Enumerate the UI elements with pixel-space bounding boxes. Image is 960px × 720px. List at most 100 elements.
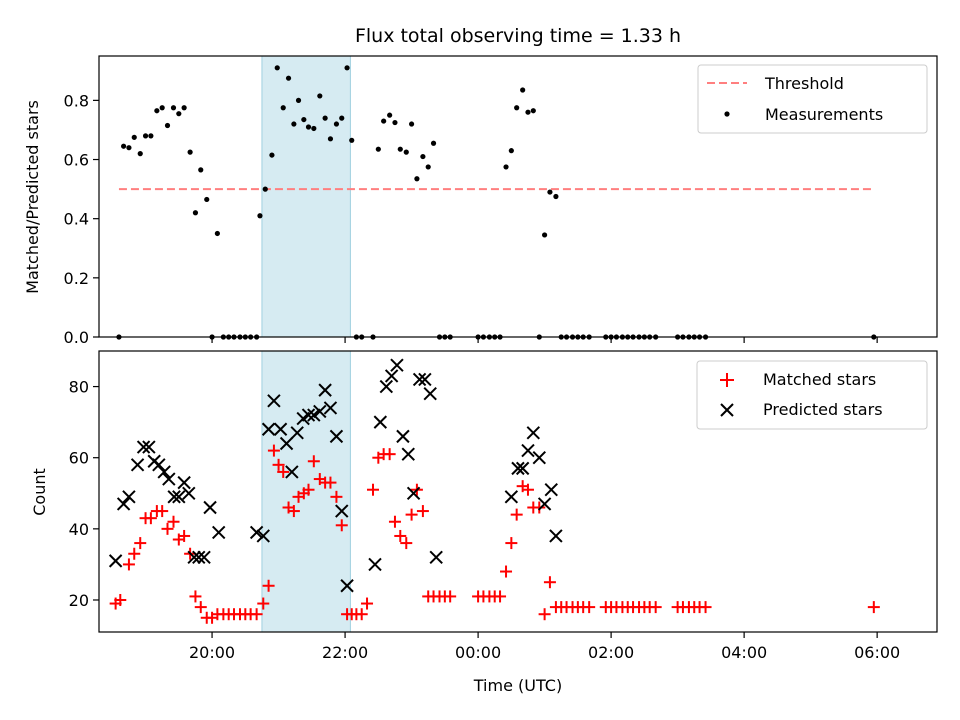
- predicted-star-point: [142, 440, 156, 454]
- legend-measurements-swatch: [724, 111, 730, 117]
- legend-matched-label: Matched stars: [763, 370, 876, 389]
- matched-star-point: [543, 576, 556, 589]
- predicted-star-point: [212, 525, 226, 540]
- matched-star-point: [444, 590, 457, 603]
- matched-star-point: [699, 601, 712, 614]
- predicted-star-point: [203, 500, 217, 515]
- top-x-ticks: [211, 337, 878, 343]
- top-panel: 0.00.20.40.60.8 Matched/Predicted stars …: [23, 55, 938, 347]
- predicted-star-point: [162, 472, 176, 486]
- predicted-star-point: [532, 451, 546, 465]
- matched-star-point: [277, 465, 290, 478]
- predicted-star-point: [396, 429, 410, 444]
- y-tick-label: 60: [69, 449, 89, 468]
- measurement-point: [344, 65, 350, 71]
- predicted-star-point: [285, 465, 299, 479]
- matched-star-point: [400, 537, 413, 550]
- matched-star-point: [494, 590, 507, 603]
- matched-star-point: [405, 508, 418, 521]
- top-y-ticks: 0.0 0.2 0.4 0.6 0.8: [64, 91, 99, 347]
- matched-star-point: [335, 519, 348, 532]
- predicted-star-point: [329, 429, 344, 444]
- predicted-star-point: [390, 358, 404, 372]
- predicted-star-point: [157, 465, 171, 479]
- predicted-star-point: [340, 579, 354, 593]
- predicted-star-point: [249, 525, 264, 540]
- measurement-point: [305, 124, 312, 130]
- matched-star-point: [262, 579, 275, 592]
- matched-star-point: [307, 455, 320, 468]
- predicted-star-point: [313, 404, 327, 419]
- bottom-y-ticks: 20 40 60 80: [69, 378, 99, 610]
- measurement-point: [154, 108, 160, 114]
- measurement-point: [503, 164, 509, 170]
- bottom-plot-frame: [98, 350, 938, 633]
- predicted-star-point: [177, 475, 191, 490]
- matched-star-point: [167, 515, 180, 528]
- matched-star-point: [144, 512, 157, 525]
- top-y-axis-label: Matched/Predicted stars: [23, 100, 42, 294]
- y-tick-label: 0.8: [64, 91, 89, 110]
- predicted-star-point: [192, 550, 206, 565]
- predicted-star-point: [373, 415, 388, 429]
- measurement-point: [420, 153, 426, 160]
- predicted-star-point: [537, 497, 552, 511]
- matched-star-point: [287, 505, 300, 518]
- matched-star-point: [250, 608, 263, 621]
- predicted-star-point: [136, 440, 151, 454]
- matched-star-point: [257, 597, 270, 610]
- matched-star-point: [178, 529, 191, 542]
- matched-star-point: [649, 601, 662, 614]
- measurement-point: [295, 97, 302, 103]
- measurement-point: [148, 133, 154, 139]
- predicted-star-point: [384, 369, 399, 383]
- measurement-point: [204, 196, 210, 203]
- predicted-star-point: [418, 372, 432, 387]
- measurement-point: [514, 105, 520, 111]
- predicted-star-point: [152, 458, 166, 472]
- predicted-star-point: [116, 497, 131, 511]
- measurement-point: [553, 193, 559, 200]
- bottom-y-axis-label: Count: [30, 468, 49, 516]
- measurement-point: [285, 75, 292, 81]
- x-tick-label: 22:00: [322, 643, 368, 662]
- chart-title: Flux total observing time = 1.33 h: [355, 25, 681, 47]
- x-tick-label: 00:00: [455, 643, 501, 662]
- predicted-star-point: [187, 550, 201, 565]
- measurement-point: [430, 140, 437, 146]
- predicted-star-point: [267, 394, 281, 408]
- predicted-star-point: [197, 550, 211, 565]
- predicted-star-point: [122, 490, 136, 504]
- measurement-point: [525, 109, 531, 115]
- matched-star-point: [383, 448, 396, 461]
- predicted-star-point: [504, 490, 519, 504]
- matched-star-point: [330, 490, 343, 503]
- measurement-point: [176, 111, 182, 117]
- matched-star-point: [533, 501, 546, 514]
- measurement-point: [192, 210, 199, 216]
- measurement-point: [164, 122, 171, 129]
- measurement-point: [322, 115, 328, 121]
- matched-star-point: [128, 547, 141, 560]
- measurement-point: [262, 186, 268, 192]
- predicted-star-point: [182, 486, 196, 500]
- predicted-star-point: [167, 490, 181, 504]
- predicted-star-point: [279, 436, 294, 451]
- matched-star-point: [302, 483, 315, 496]
- top-legend-box: [697, 64, 928, 134]
- measurement-point: [280, 105, 286, 111]
- y-tick-label: 40: [69, 520, 89, 539]
- predicted-star-point: [429, 550, 443, 565]
- legend-predicted-swatch: [720, 403, 734, 417]
- top-legend: Threshold Measurements: [697, 64, 928, 134]
- measurement-point: [349, 137, 355, 143]
- measurement-point: [142, 133, 149, 139]
- predicted-star-point: [256, 529, 270, 543]
- bottom-x-ticks: 20:00 22:00 00:00 02:00 04:00 06:00: [189, 632, 900, 662]
- matched-star-point: [388, 515, 401, 528]
- measurement-point: [121, 143, 127, 149]
- measurement-point: [408, 121, 415, 127]
- measurement-point: [131, 134, 137, 140]
- matched-star-point: [510, 508, 523, 521]
